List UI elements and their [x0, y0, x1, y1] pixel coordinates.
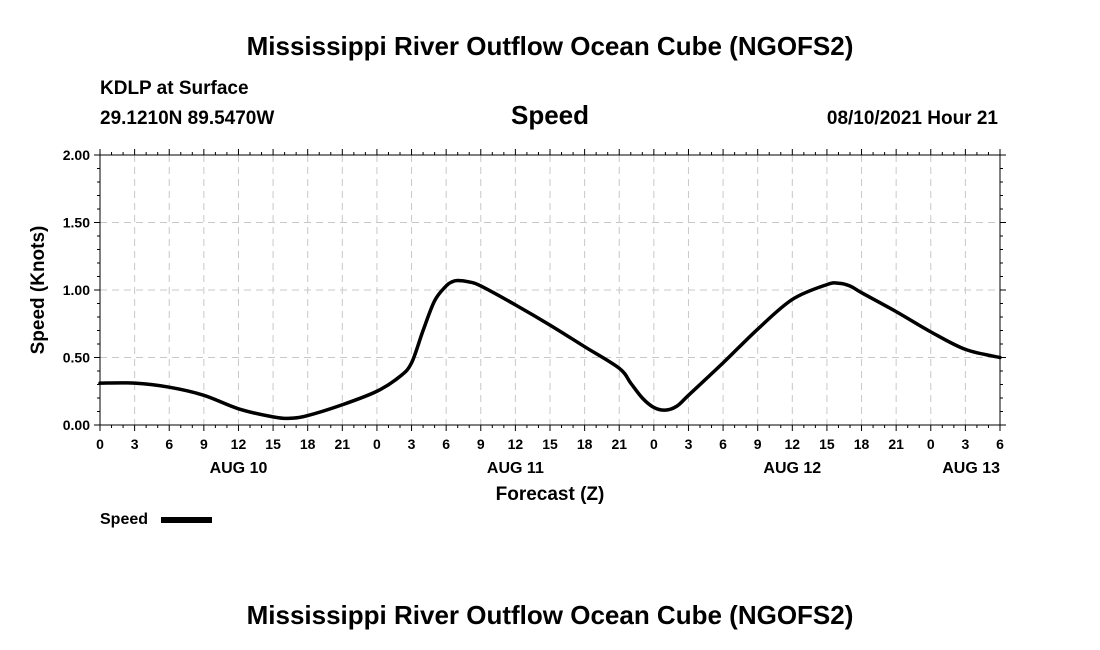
x-tick-label: 12 [785, 436, 801, 452]
x-tick-label: 9 [477, 436, 485, 452]
x-tick-label: 15 [542, 436, 558, 452]
x-tick-label: 3 [685, 436, 693, 452]
x-tick-label: 12 [508, 436, 524, 452]
plot-area: 0.00 0.50 1.00 1.50 2.00 0 3 6 9 12 15 18 21 0 3 6 9 12 15… [63, 147, 1006, 477]
x-tick-label: 21 [611, 436, 627, 452]
chart-title: Mississippi River Outflow Ocean Cube (NG… [247, 31, 854, 61]
y-tick-label: 1.50 [63, 215, 90, 231]
x-tick-label: 9 [200, 436, 208, 452]
x-tick-label: 21 [888, 436, 904, 452]
speed-series-line [98, 278, 1002, 421]
x-tick-label: 18 [854, 436, 870, 452]
y-tick-label: 0.50 [63, 350, 90, 366]
legend-label: Speed [100, 511, 148, 528]
x-tick-label: 6 [719, 436, 727, 452]
y-axis-label: Speed (Knots) [28, 226, 49, 355]
x-tick-label: 3 [131, 436, 139, 452]
x-tick-label: 0 [650, 436, 658, 452]
footer-title: Mississippi River Outflow Ocean Cube (NG… [247, 600, 854, 630]
coordinates-label: 29.1210N 89.5470W [100, 108, 274, 129]
date-label: AUG 13 [942, 460, 1000, 477]
x-tick-label: 18 [577, 436, 593, 452]
y-tick-label: 0.00 [63, 417, 90, 433]
y-tick-label: 2.00 [63, 147, 90, 163]
x-tick-label: 6 [165, 436, 173, 452]
date-label: AUG 11 [487, 460, 544, 477]
x-tick-label: 6 [996, 436, 1004, 452]
x-tick-label: 18 [300, 436, 316, 452]
plot-frame [99, 154, 1001, 426]
x-tick-label: 9 [754, 436, 762, 452]
x-tick-label: 15 [819, 436, 835, 452]
x-tick-label: 3 [961, 436, 969, 452]
y-tick-label: 1.00 [63, 282, 90, 298]
date-label: AUG 10 [210, 460, 268, 477]
x-tick-label: 6 [442, 436, 450, 452]
x-tick-label: 0 [373, 436, 381, 452]
date-label: AUG 12 [763, 460, 821, 477]
x-tick-label: 3 [408, 436, 416, 452]
x-tick-label: 21 [335, 436, 351, 452]
station-label: KDLP at Surface [100, 78, 249, 99]
x-axis-label: Forecast (Z) [496, 484, 605, 505]
x-tick-label: 0 [927, 436, 935, 452]
variable-title: Speed [511, 100, 589, 130]
forecast-timestamp: 08/10/2021 Hour 21 [827, 108, 999, 129]
x-tick-label: 12 [231, 436, 247, 452]
x-tick-label: 0 [96, 436, 104, 452]
x-tick-label: 15 [265, 436, 281, 452]
